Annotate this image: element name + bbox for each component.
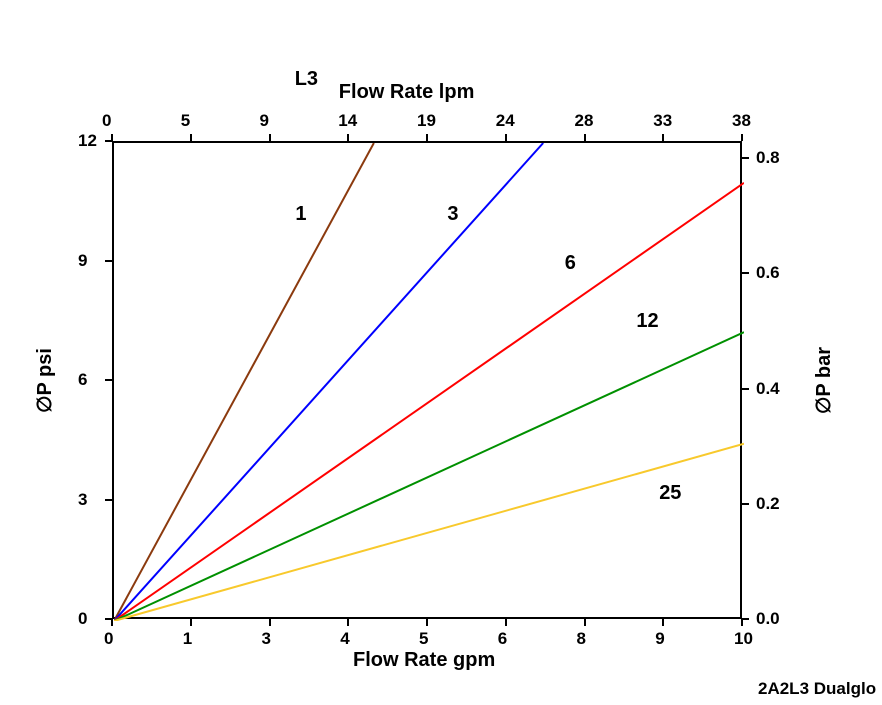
plot-area [112, 141, 742, 619]
bottom-tick-label: 10 [734, 629, 753, 649]
bottom-tick [662, 619, 664, 626]
bottom-tick-label: 3 [262, 629, 271, 649]
series-label-6: 6 [565, 252, 576, 275]
right-tick-label: 0.2 [756, 494, 780, 514]
x-bottom-axis-label: Flow Rate gpm [353, 649, 495, 672]
right-tick [742, 157, 749, 159]
top-tick [662, 134, 664, 141]
bottom-tick [584, 619, 586, 626]
left-tick [105, 499, 112, 501]
top-tick-label: 9 [260, 111, 269, 131]
series-label-3: 3 [447, 203, 458, 226]
bottom-tick [347, 619, 349, 626]
top-tick-label: 24 [496, 111, 515, 131]
left-tick-label: 0 [78, 609, 87, 629]
plot-svg [114, 143, 744, 621]
left-tick [105, 140, 112, 142]
left-tick [105, 260, 112, 262]
top-tick [269, 134, 271, 141]
top-tick-label: 14 [338, 111, 357, 131]
bottom-tick [741, 619, 743, 626]
bottom-tick-label: 4 [340, 629, 349, 649]
right-tick-label: 0.0 [756, 609, 780, 629]
bottom-tick-label: 0 [104, 629, 113, 649]
right-tick [742, 503, 749, 505]
top-tick-label: 38 [732, 111, 751, 131]
series-line-1 [114, 143, 374, 621]
bottom-tick-label: 1 [183, 629, 192, 649]
right-tick [742, 618, 749, 620]
bottom-tick-label: 9 [655, 629, 664, 649]
footer-fragment: 2A2L3 Dualglo [758, 679, 876, 699]
y-right-axis-label: ∅P bar [811, 347, 836, 414]
series-line-25 [114, 444, 744, 621]
top-tick-label: 0 [102, 111, 111, 131]
bottom-tick-label: 5 [419, 629, 428, 649]
series-line-12 [114, 332, 744, 621]
left-tick [105, 618, 112, 620]
series-label-1: 1 [295, 203, 306, 226]
bottom-tick [111, 619, 113, 626]
top-tick [741, 134, 743, 141]
top-tick-label: 19 [417, 111, 436, 131]
series-label-25: 25 [659, 482, 681, 505]
right-tick-label: 0.8 [756, 148, 780, 168]
top-tick [426, 134, 428, 141]
left-tick-label: 9 [78, 251, 87, 271]
bottom-tick [426, 619, 428, 626]
right-tick-label: 0.4 [756, 379, 780, 399]
left-tick-label: 6 [78, 370, 87, 390]
series-line-3 [114, 143, 543, 621]
left-tick [105, 379, 112, 381]
bottom-tick-label: 8 [577, 629, 586, 649]
bottom-tick [190, 619, 192, 626]
bottom-tick [269, 619, 271, 626]
left-tick-label: 12 [78, 131, 97, 151]
series-line-6 [114, 183, 744, 621]
right-tick-label: 0.6 [756, 263, 780, 283]
top-tick [505, 134, 507, 141]
series-label-12: 12 [636, 310, 658, 333]
x-top-axis-label: Flow Rate lpm [339, 81, 475, 104]
bottom-tick-label: 6 [498, 629, 507, 649]
right-tick [742, 388, 749, 390]
top-tick-label: 5 [181, 111, 190, 131]
top-tick [347, 134, 349, 141]
corner-title: L3 [295, 68, 318, 91]
flow-rate-chart: L3 Flow Rate lpm Flow Rate gpm ∅P psi ∅P… [0, 0, 882, 705]
top-tick [190, 134, 192, 141]
left-tick-label: 3 [78, 490, 87, 510]
top-tick [584, 134, 586, 141]
y-left-axis-label: ∅P psi [32, 348, 57, 413]
top-tick-label: 28 [575, 111, 594, 131]
right-tick [742, 272, 749, 274]
top-tick-label: 33 [653, 111, 672, 131]
bottom-tick [505, 619, 507, 626]
